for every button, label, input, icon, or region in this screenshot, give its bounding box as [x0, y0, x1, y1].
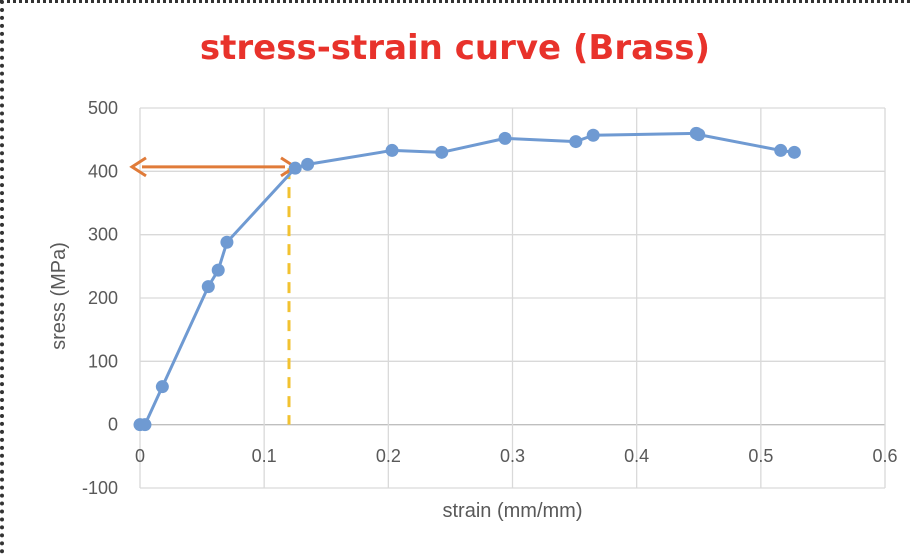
data-point [220, 235, 234, 249]
series-line [140, 131, 795, 427]
x-tick-label: 0.5 [748, 446, 773, 466]
data-point [301, 157, 315, 171]
y-axis-label: sress (MPa) [48, 242, 70, 350]
tick-labels: 500 400 300 200 100 0 -100 0 0.1 0.2 0.3 0.4 0.5 0.6 [82, 98, 898, 498]
x-tick-label: 0.4 [624, 446, 649, 466]
y-tick-label: 300 [88, 225, 118, 245]
yield-arrow-left-head [129, 156, 147, 178]
data-point [288, 161, 302, 175]
data-point [211, 263, 225, 277]
y-tick-label: 0 [108, 415, 118, 435]
data-point [138, 418, 152, 432]
x-tick-label: 0 [135, 446, 145, 466]
data-point [385, 143, 399, 157]
data-point [201, 280, 215, 294]
y-tick-label: 500 [88, 98, 118, 118]
data-point [787, 145, 801, 159]
data-point [498, 131, 512, 145]
x-axis-label: strain (mm/mm) [443, 500, 583, 522]
data-point [692, 128, 706, 142]
y-tick-label: 200 [88, 288, 118, 308]
y-tick-label: 100 [88, 351, 118, 371]
data-point [435, 145, 449, 159]
y-tick-label: -100 [82, 478, 118, 498]
y-tick-label: 400 [88, 161, 118, 181]
x-tick-label: 0.3 [500, 446, 525, 466]
chart-title: stress-strain curve (Brass) [199, 28, 711, 68]
x-tick-label: 0.6 [872, 446, 897, 466]
data-point [569, 135, 583, 149]
grid [139, 107, 886, 489]
series [133, 126, 801, 432]
x-tick-label: 0.1 [252, 446, 277, 466]
data-point [155, 380, 169, 394]
data-point [586, 128, 600, 142]
x-tick-label: 0.2 [376, 446, 401, 466]
data-point [774, 143, 788, 157]
